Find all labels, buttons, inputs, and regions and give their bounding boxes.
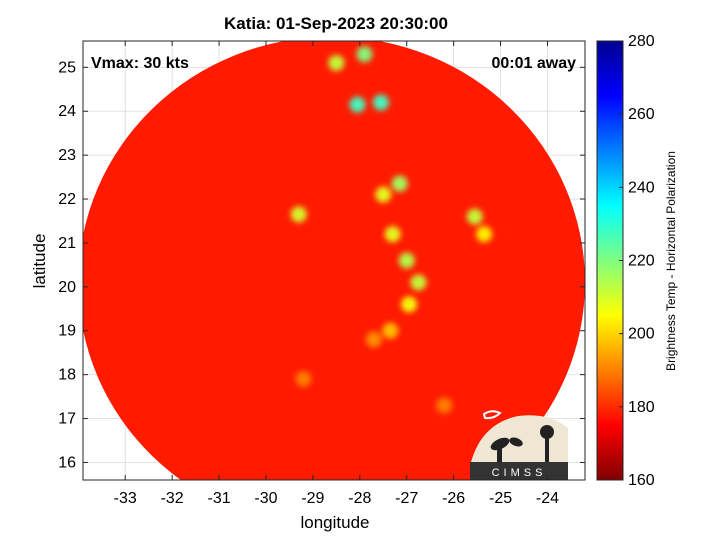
x-tick-label: -24 [536,490,559,507]
y-axis-label: latitude [30,234,49,289]
convection-point [382,322,399,339]
convection-point [356,46,373,63]
x-tick-label: -27 [395,490,418,507]
y-tick-label: 22 [58,191,76,208]
convection-point [375,186,392,203]
colorbar-ticks: 160 180 200 220 240 260 280 [619,33,655,489]
x-tick-label: -29 [301,490,324,507]
plot-area: CIMSS [83,41,585,480]
convection-point [436,397,453,414]
x-tick-label: -31 [207,490,230,507]
colorbar-tick-label: 280 [628,33,655,50]
convection-point [349,96,366,113]
y-tick-label: 21 [58,235,76,252]
convection-point [391,175,408,192]
scan-swath [83,41,585,480]
convection-point [384,226,401,243]
convection-point [290,206,307,223]
x-tick-label: -32 [161,490,184,507]
x-tick-label: -28 [348,490,371,507]
colorbar-tick-label: 180 [628,399,655,416]
cimss-logo: CIMSS [470,410,568,480]
x-tick-label: -30 [254,490,277,507]
y-axis-ticks: 16 17 18 19 20 21 22 23 24 25 [58,59,585,471]
colorbar-tick-label: 160 [628,472,655,489]
x-axis-ticks: -33 -32 -31 -30 -29 -28 -27 -26 -25 -24 [114,41,559,507]
convection-point [365,331,382,348]
time-away-annotation: 00:01 away [491,55,576,72]
convection-point [372,94,389,111]
y-tick-label: 23 [58,147,76,164]
y-tick-label: 24 [58,103,76,120]
convection-point [476,226,493,243]
convection-point [466,208,483,225]
axes-frame [82,40,586,481]
colorbar [596,40,624,481]
convection-point [398,252,415,269]
convection-features [290,46,493,414]
logo-band [470,462,568,480]
convection-point [410,274,427,291]
logo-dish-icon [490,437,510,451]
chart-title: Katia: 01-Sep-2023 20:30:00 [224,14,448,33]
colorbar-label: Brightness Temp - Horizontal Polarizatio… [664,151,678,371]
y-tick-label: 19 [58,323,76,340]
colorbar-tick-label: 260 [628,106,655,123]
x-tick-label: -25 [489,490,512,507]
logo-tower-icon [545,436,549,462]
y-tick-label: 18 [58,367,76,384]
convection-point [295,371,312,388]
convection-point [328,54,345,71]
colorbar-tick-label: 200 [628,326,655,343]
vmax-annotation: Vmax: 30 kts [91,55,189,72]
y-tick-label: 17 [58,411,76,428]
y-tick-label: 20 [58,279,76,296]
logo-island-icon [482,410,502,420]
logo-dish2-icon [509,437,523,447]
x-tick-label: -33 [114,490,137,507]
x-tick-label: -26 [442,490,465,507]
colorbar-tick-label: 220 [628,253,655,270]
y-tick-label: 25 [58,59,76,76]
y-tick-label: 16 [58,454,76,471]
x-axis-label: longitude [300,513,369,532]
colorbar-tick-label: 240 [628,179,655,196]
logo-tower-top-icon [540,425,554,439]
logo-dish-stand-icon [497,446,502,462]
logo-text: CIMSS [492,467,547,479]
convection-point [401,296,418,313]
